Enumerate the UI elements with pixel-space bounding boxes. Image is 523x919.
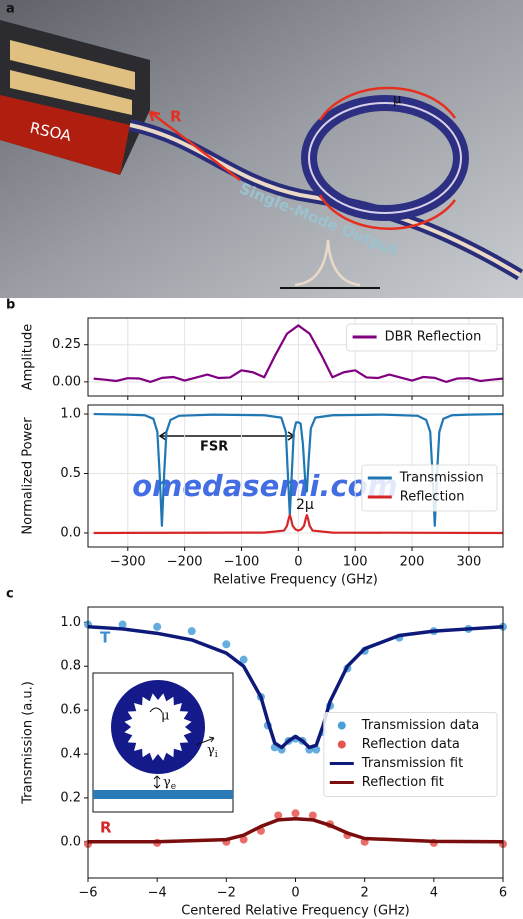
x-tick-label: 0 [291, 886, 299, 901]
series-line [88, 817, 504, 844]
output-spectrum [294, 239, 361, 287]
legend: Transmission data Reflection data Transmis… [323, 712, 498, 797]
x-tick-label: 4 [430, 886, 438, 901]
x-axis-label: Relative Frequency (GHz) [213, 573, 378, 588]
annotation: 2μ [296, 497, 314, 513]
legend-label: Reflection data [362, 737, 460, 752]
x-tick-label: −300 [110, 555, 146, 570]
chart: 0.00 0.25 Amplitude b DBR Reflection [6, 298, 504, 400]
data-point [291, 809, 300, 818]
inset-bus [93, 790, 233, 799]
waveguide-core [129, 123, 522, 277]
legend: Transmission Reflection [361, 464, 498, 512]
y-axis-label: Transmission (a.u.) [21, 681, 36, 805]
inset-gamma-i: γi [207, 743, 218, 760]
y-tick-label: 0.25 [52, 337, 81, 352]
gamma-subscript: i [215, 750, 218, 760]
data-point [187, 627, 196, 636]
chart: −6 −4 −2 0 2 4 6 0.0 0.2 0.4 0.6 0.8 1.0 Transmission… [6, 587, 507, 919]
x-tick-label: −4 [148, 886, 167, 901]
legend-label: Transmission fit [361, 756, 463, 771]
data-point [274, 811, 283, 820]
chart: −300 −200 −100 0 100 200 300 0.0 0.5 1.0 Normalize… [21, 404, 504, 588]
watermark: omedasemi.com [132, 469, 398, 503]
ring-arrow [318, 194, 457, 230]
legend-box [361, 464, 498, 512]
ring-arrow [318, 86, 457, 121]
panel-label: c [6, 587, 14, 602]
mu-label: μ [393, 93, 401, 108]
gamma-symbol: γ [163, 775, 171, 790]
y-tick-label: 1.0 [60, 615, 81, 630]
panel-label: a [6, 2, 15, 17]
legend-label: Transmission [399, 471, 484, 486]
series-line [93, 324, 504, 383]
annotation: FSR [200, 440, 228, 455]
annotation: T [100, 629, 111, 647]
plot-frame [87, 404, 504, 548]
legend-label: Reflection fit [362, 775, 444, 790]
legend-label: Transmission data [361, 718, 479, 733]
y-tick-label: 0.2 [60, 790, 81, 805]
legend: DBR Reflection [346, 323, 498, 352]
series-line [93, 514, 504, 535]
annotation: R [100, 819, 112, 837]
legend-label: Reflection [400, 490, 465, 505]
legend-box [346, 323, 498, 352]
x-tick-label: −2 [217, 886, 236, 901]
legend-label: DBR Reflection [385, 330, 482, 345]
inset: μ γi γe [92, 672, 234, 813]
x-tick-label: 6 [499, 886, 507, 901]
rsoa-body [0, 95, 130, 175]
data-point [308, 811, 317, 820]
legend-marker [337, 721, 346, 730]
mu-arrow [149, 707, 163, 713]
rsoa-stripe [10, 70, 132, 115]
x-tick-label: 200 [400, 555, 425, 570]
y-tick-label: 1.0 [60, 407, 81, 422]
legend-box [323, 712, 498, 797]
inset-gamma-e: γe [163, 775, 176, 792]
data-point [153, 622, 162, 631]
ring-core [308, 102, 462, 214]
y-axis-label: Amplitude [21, 324, 36, 391]
x-tick-label: 100 [343, 555, 368, 570]
y-tick-label: 0.4 [60, 747, 81, 762]
data-point [118, 620, 127, 629]
series-line [87, 625, 504, 750]
x-tick-label: −200 [167, 555, 203, 570]
panel-label: b [6, 298, 15, 313]
reflection-arrow [148, 110, 241, 181]
y-tick-label: 0.0 [60, 834, 81, 849]
rsoa-stripe [10, 40, 135, 90]
y-tick-label: 0.8 [60, 659, 81, 674]
inset-gear [124, 693, 192, 761]
data-point [222, 640, 231, 649]
y-axis-label: Normalized Power [21, 417, 36, 535]
y-tick-label: 0.6 [60, 703, 81, 718]
plot-frame [87, 317, 504, 397]
panel-a: a RSOA R μ Single-Mode Output [0, 0, 523, 298]
y-tick-label: 0.00 [52, 374, 81, 389]
x-tick-label: 2 [361, 886, 369, 901]
gamma-i-arrow [195, 736, 215, 746]
gamma-symbol: γ [207, 743, 215, 758]
data-point [239, 655, 248, 664]
plot-frame [87, 606, 504, 879]
x-tick-label: −6 [78, 886, 97, 901]
x-tick-label: −100 [224, 555, 260, 570]
data-point [239, 835, 248, 844]
x-tick-label: 0 [294, 555, 302, 570]
gamma-e-arrow [153, 775, 161, 789]
y-tick-label: 0.0 [60, 525, 81, 540]
inset-mu: μ [161, 709, 169, 724]
gamma-subscript: e [171, 782, 176, 792]
reflection-label: R [170, 108, 182, 126]
y-tick-label: 0.5 [60, 466, 81, 481]
x-axis-label: Centered Relative Frequency (GHz) [181, 904, 410, 919]
x-tick-label: 300 [456, 555, 481, 570]
legend-marker [337, 740, 346, 749]
